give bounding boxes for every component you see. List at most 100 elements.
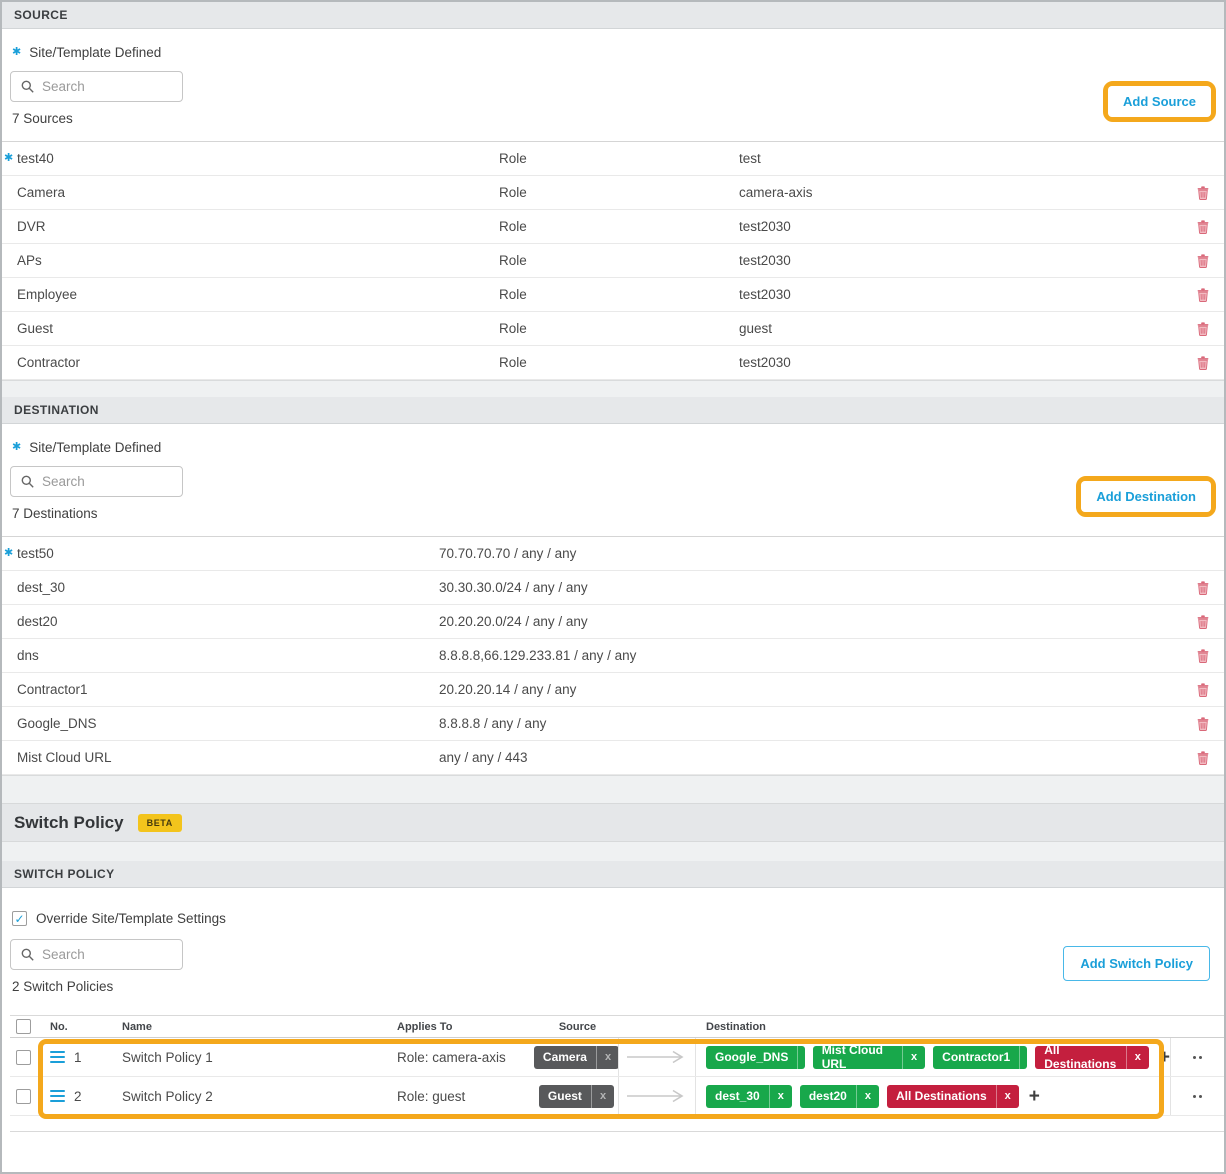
section-gap <box>2 776 1224 803</box>
row-checkbox[interactable] <box>16 1088 31 1104</box>
row-more-button[interactable] <box>1170 1038 1224 1076</box>
switch-policy-table: No. Name Applies To Source Destination <box>10 1015 1224 1119</box>
trash-icon[interactable] <box>1197 682 1209 697</box>
switch-policy-search-input[interactable] <box>42 947 162 962</box>
destination-row[interactable]: ✱ Google_DNS 8.8.8.8 / any / any <box>2 707 1224 741</box>
destination-row[interactable]: ✱ Contractor1 20.20.20.14 / any / any <box>2 673 1224 707</box>
trash-icon[interactable] <box>1197 580 1209 595</box>
source-row-type: Role <box>499 151 527 166</box>
chip-remove-icon[interactable]: x <box>995 1084 1019 1108</box>
trash-icon[interactable] <box>1197 750 1209 765</box>
source-row-type: Role <box>499 321 527 336</box>
trash-icon[interactable] <box>1197 185 1209 200</box>
policy-name: Switch Policy 2 <box>122 1088 213 1104</box>
search-icon <box>21 948 34 961</box>
source-search-input[interactable] <box>42 79 162 94</box>
override-settings-checkbox[interactable] <box>12 911 27 926</box>
source-row-value: test2030 <box>739 219 791 234</box>
select-all-checkbox[interactable] <box>16 1019 31 1034</box>
switch-policy-count: 2 Switch Policies <box>12 979 114 994</box>
trash-icon[interactable] <box>1197 219 1209 234</box>
source-row[interactable]: ✱ test40 Role test <box>2 142 1224 176</box>
switch-policy-banner-title: Switch Policy <box>14 812 124 832</box>
destination-site-template-defined: ✱ Site/Template Defined <box>10 438 1224 456</box>
chip-remove-icon[interactable]: x <box>902 1045 925 1069</box>
column-header-name: Name <box>122 1020 152 1033</box>
switch-policy-search-box <box>10 939 183 970</box>
source-row-value: test2030 <box>739 253 791 268</box>
destination-row-value: 30.30.30.0/24 / any / any <box>439 580 588 595</box>
destination-row[interactable]: ✱ dest_30 30.30.30.0/24 / any / any <box>2 571 1224 605</box>
row-more-button[interactable] <box>1170 1077 1224 1115</box>
chip-remove-icon[interactable]: x <box>1019 1045 1027 1069</box>
more-dot-icon <box>1193 1094 1196 1098</box>
switch-policy-rows: 1 Switch Policy 1 Role: camera-axis Came… <box>10 1038 1224 1116</box>
add-destination-chip-button[interactable]: + <box>1028 1085 1040 1107</box>
switch-policy-row: 2 Switch Policy 2 Role: guest Guest x <box>10 1077 1224 1116</box>
chip-remove-icon[interactable]: x <box>855 1084 879 1108</box>
trash-icon[interactable] <box>1197 253 1209 268</box>
table-end <box>10 1116 1224 1132</box>
source-row[interactable]: ✱ Employee Role test2030 <box>2 278 1224 312</box>
source-row[interactable]: ✱ APs Role test2030 <box>2 244 1224 278</box>
destination-row-name: Google_DNS <box>17 716 97 731</box>
source-row[interactable]: ✱ Guest Role guest <box>2 312 1224 346</box>
site-defined-star-icon: ✱ <box>12 45 22 58</box>
destination-row-name: Mist Cloud URL <box>17 750 112 765</box>
column-header-destination: Destination <box>706 1020 766 1033</box>
destination-row-name: test50 <box>17 546 54 561</box>
source-row-type: Role <box>499 185 527 200</box>
site-defined-star-icon: ✱ <box>12 440 22 453</box>
trash-icon[interactable] <box>1197 355 1209 370</box>
chip-label: Google_DNS <box>715 1050 789 1064</box>
add-source-highlight-ring: Add Source <box>1103 81 1216 122</box>
chip-remove-icon[interactable]: x <box>1125 1045 1149 1069</box>
row-checkbox[interactable] <box>16 1049 31 1065</box>
column-header-applies-to: Applies To <box>397 1020 453 1033</box>
chip-label: Contractor1 <box>942 1050 1011 1064</box>
add-destination-chip-button[interactable]: + <box>1158 1046 1170 1068</box>
source-row[interactable]: ✱ DVR Role test2030 <box>2 210 1224 244</box>
source-row-value: test2030 <box>739 355 791 370</box>
source-row[interactable]: ✱ Camera Role camera-axis <box>2 176 1224 210</box>
destination-search-box <box>10 466 183 497</box>
policy-chip: Guest x <box>538 1084 615 1108</box>
drag-handle-icon[interactable] <box>50 1089 65 1103</box>
chip-remove-icon[interactable]: x <box>768 1084 792 1108</box>
source-row[interactable]: ✱ Contractor Role test2030 <box>2 346 1224 380</box>
more-dot-icon <box>1193 1055 1196 1059</box>
chip-label: Guest <box>547 1089 582 1103</box>
starred-icon: ✱ <box>4 547 14 559</box>
source-row-name: Employee <box>17 287 78 302</box>
source-row-value: guest <box>739 321 773 336</box>
destination-row[interactable]: ✱ Mist Cloud URL any / any / 443 <box>2 741 1224 775</box>
trash-icon[interactable] <box>1197 648 1209 663</box>
trash-icon[interactable] <box>1197 716 1209 731</box>
destination-row[interactable]: ✱ dest20 20.20.20.0/24 / any / any <box>2 605 1224 639</box>
destination-row[interactable]: ✱ test50 70.70.70.70 / any / any <box>2 537 1224 571</box>
destination-search-input[interactable] <box>42 474 162 489</box>
more-dot-icon <box>1199 1055 1202 1059</box>
add-destination-button[interactable]: Add Destination <box>1081 481 1211 512</box>
source-row-name: Guest <box>17 321 54 336</box>
source-row-value: camera-axis <box>739 185 813 200</box>
policy-chip: Camera x <box>533 1045 620 1069</box>
destination-row[interactable]: ✱ dns 8.8.8.8,66.129.233.81 / any / any <box>2 639 1224 673</box>
chip-remove-icon[interactable]: x <box>595 1045 619 1069</box>
policy-number: 2 <box>74 1088 82 1104</box>
switch-policy-section: SWITCH POLICY Override Site/Template Set… <box>2 861 1224 1172</box>
destination-row-name: Contractor1 <box>17 682 88 697</box>
policy-destination-chips: Google_DNSxMist Cloud URLxContractor1xAl… <box>706 1045 1149 1069</box>
trash-icon[interactable] <box>1197 287 1209 302</box>
source-row-type: Role <box>499 355 527 370</box>
site-template-defined-label: Site/Template Defined <box>29 44 162 60</box>
switch-policy-banner: Switch Policy BETA <box>2 803 1224 842</box>
add-switch-policy-button[interactable]: Add Switch Policy <box>1063 946 1210 981</box>
trash-icon[interactable] <box>1197 614 1209 629</box>
chip-label: Mist Cloud URL <box>821 1045 884 1069</box>
trash-icon[interactable] <box>1197 321 1209 336</box>
chip-remove-icon[interactable]: x <box>590 1084 614 1108</box>
chip-remove-icon[interactable]: x <box>797 1045 804 1069</box>
drag-handle-icon[interactable] <box>50 1050 65 1064</box>
add-source-button[interactable]: Add Source <box>1108 86 1211 117</box>
